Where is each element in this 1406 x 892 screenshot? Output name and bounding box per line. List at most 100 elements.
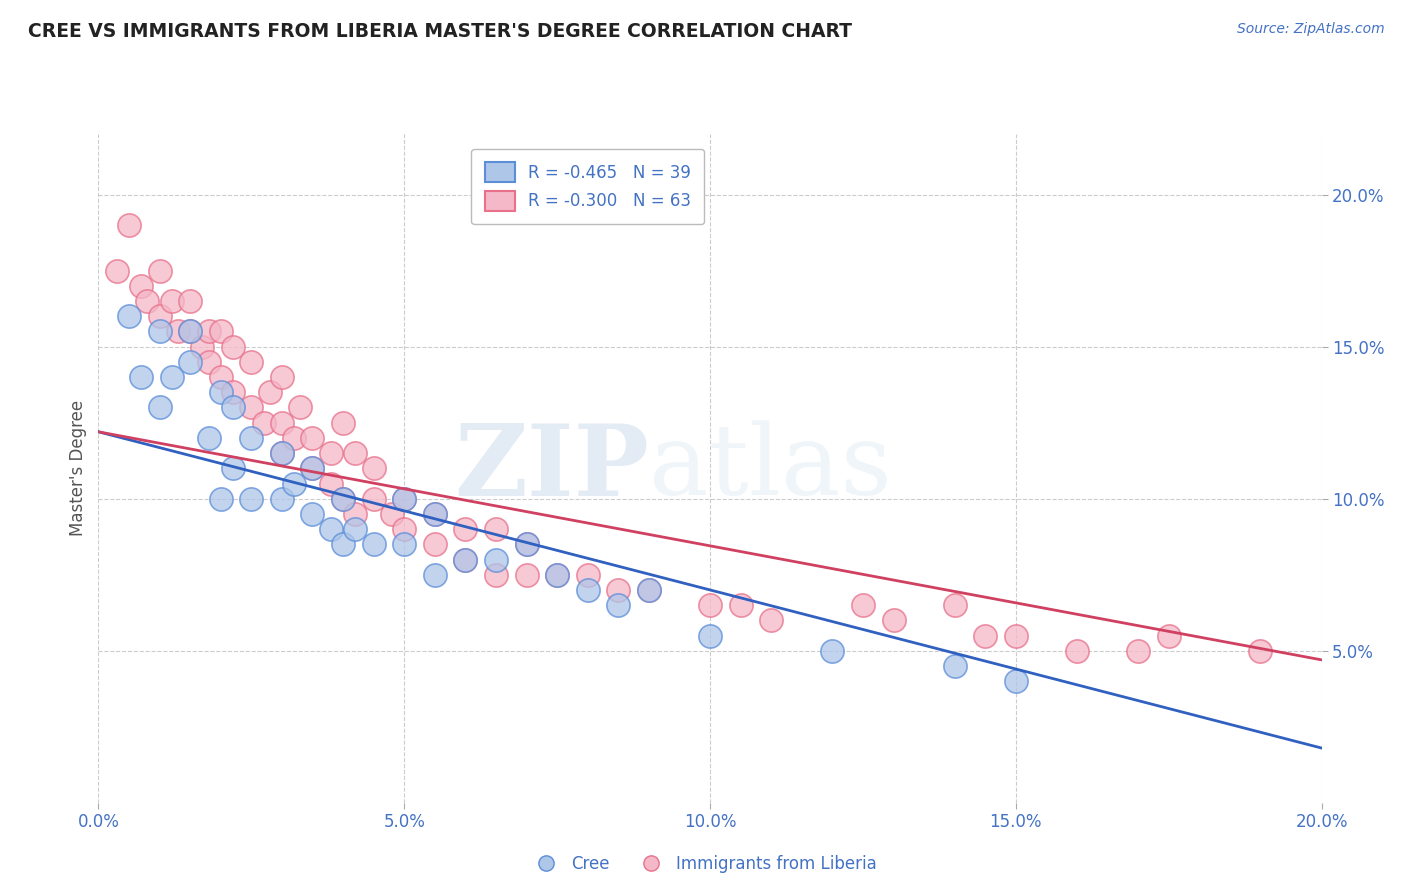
Point xyxy=(270,446,292,460)
Point xyxy=(160,370,183,384)
Point xyxy=(759,613,782,627)
Text: CREE VS IMMIGRANTS FROM LIBERIA MASTER'S DEGREE CORRELATION CHART: CREE VS IMMIGRANTS FROM LIBERIA MASTER'S… xyxy=(28,22,852,41)
Point xyxy=(332,491,354,506)
Point xyxy=(974,628,997,642)
Point xyxy=(344,522,367,536)
Point xyxy=(699,628,721,642)
Point xyxy=(423,507,446,521)
Point xyxy=(943,659,966,673)
Point xyxy=(209,325,232,339)
Point xyxy=(209,491,232,506)
Point xyxy=(197,325,219,339)
Point xyxy=(699,598,721,612)
Point xyxy=(301,461,323,475)
Point xyxy=(160,294,183,309)
Point xyxy=(179,325,201,339)
Point xyxy=(149,325,172,339)
Point xyxy=(240,431,263,445)
Point xyxy=(454,522,477,536)
Point xyxy=(363,537,385,551)
Point xyxy=(319,476,342,491)
Legend: R = -0.465   N = 39, R = -0.300   N = 63: R = -0.465 N = 39, R = -0.300 N = 63 xyxy=(471,149,704,225)
Point xyxy=(546,567,568,582)
Text: atlas: atlas xyxy=(648,420,891,516)
Point xyxy=(637,582,661,597)
Point xyxy=(423,567,446,582)
Point xyxy=(883,613,905,627)
Point xyxy=(485,567,508,582)
Point xyxy=(270,446,292,460)
Point xyxy=(344,507,367,521)
Point xyxy=(332,416,354,430)
Point xyxy=(129,370,152,384)
Point xyxy=(301,461,323,475)
Text: Source: ZipAtlas.com: Source: ZipAtlas.com xyxy=(1237,22,1385,37)
Point xyxy=(454,552,477,566)
Point xyxy=(1004,674,1026,689)
Point xyxy=(270,416,292,430)
Point xyxy=(179,355,201,369)
Point xyxy=(607,582,630,597)
Point xyxy=(332,537,354,551)
Point xyxy=(179,294,201,309)
Point xyxy=(363,461,385,475)
Point xyxy=(485,522,508,536)
Point xyxy=(240,355,263,369)
Point xyxy=(637,582,661,597)
Point xyxy=(222,385,245,400)
Point xyxy=(516,537,538,551)
Point xyxy=(167,325,190,339)
Point xyxy=(392,491,416,506)
Point xyxy=(136,294,159,309)
Point xyxy=(283,476,305,491)
Point xyxy=(197,355,219,369)
Legend: Cree, Immigrants from Liberia: Cree, Immigrants from Liberia xyxy=(523,848,883,880)
Point xyxy=(576,582,599,597)
Point xyxy=(423,507,446,521)
Point xyxy=(105,263,128,277)
Point xyxy=(607,598,630,612)
Point xyxy=(179,325,201,339)
Point xyxy=(423,537,446,551)
Point xyxy=(730,598,752,612)
Point xyxy=(301,431,323,445)
Point xyxy=(149,401,172,415)
Text: ZIP: ZIP xyxy=(454,420,648,516)
Point xyxy=(392,537,416,551)
Y-axis label: Master's Degree: Master's Degree xyxy=(69,401,87,536)
Point xyxy=(546,567,568,582)
Point xyxy=(129,278,152,293)
Point xyxy=(392,491,416,506)
Point xyxy=(821,644,844,658)
Point xyxy=(270,370,292,384)
Point xyxy=(222,401,245,415)
Point xyxy=(149,310,172,324)
Point xyxy=(259,385,281,400)
Point xyxy=(149,263,172,277)
Point xyxy=(392,522,416,536)
Point xyxy=(516,567,538,582)
Point xyxy=(191,340,214,354)
Point xyxy=(222,340,245,354)
Point xyxy=(197,431,219,445)
Point xyxy=(943,598,966,612)
Point xyxy=(485,552,508,566)
Point xyxy=(118,218,141,232)
Point xyxy=(209,385,232,400)
Point xyxy=(319,446,342,460)
Point xyxy=(290,401,312,415)
Point xyxy=(381,507,404,521)
Point xyxy=(222,461,245,475)
Point xyxy=(516,537,538,551)
Point xyxy=(252,416,274,430)
Point xyxy=(344,446,367,460)
Point xyxy=(1066,644,1088,658)
Point xyxy=(576,567,599,582)
Point xyxy=(240,491,263,506)
Point xyxy=(363,491,385,506)
Point xyxy=(1249,644,1271,658)
Point xyxy=(332,491,354,506)
Point xyxy=(209,370,232,384)
Point xyxy=(240,401,263,415)
Point xyxy=(319,522,342,536)
